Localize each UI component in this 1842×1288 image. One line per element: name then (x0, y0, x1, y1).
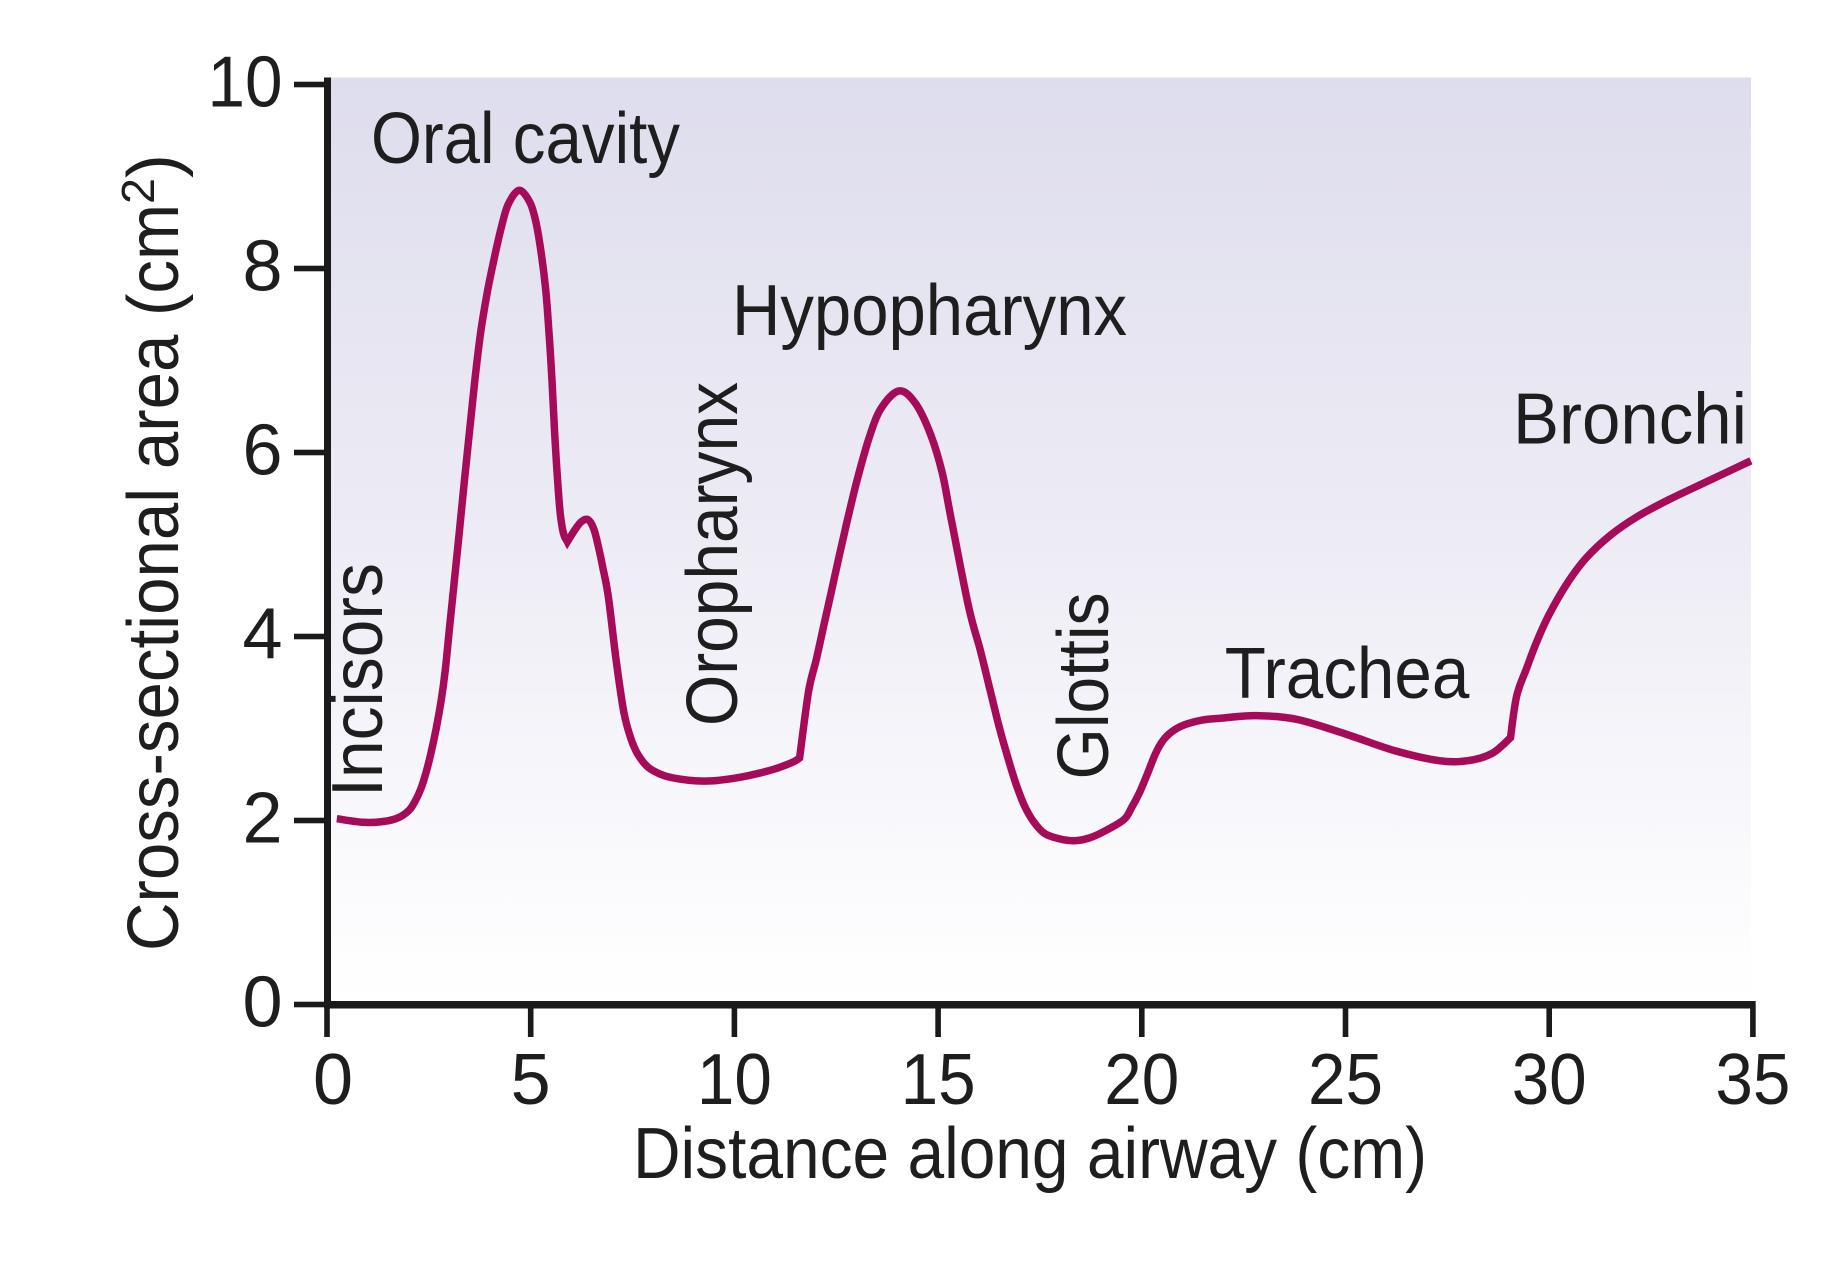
svg-text:Cross-sectional area (cm2): Cross-sectional area (cm2) (112, 154, 194, 951)
svg-text:25: 25 (1308, 1040, 1383, 1120)
svg-text:10: 10 (208, 43, 283, 123)
svg-text:Distance along airway (cm): Distance along airway (cm) (633, 1114, 1427, 1194)
svg-text:Oral cavity: Oral cavity (371, 99, 680, 179)
svg-text:0: 0 (313, 1040, 353, 1120)
svg-text:Incisors: Incisors (318, 563, 398, 797)
svg-text:10: 10 (697, 1040, 772, 1120)
svg-text:6: 6 (242, 411, 282, 491)
svg-text:0: 0 (242, 963, 282, 1043)
svg-text:30: 30 (1512, 1040, 1587, 1120)
svg-text:Oropharynx: Oropharynx (673, 382, 753, 726)
svg-text:Hypopharynx: Hypopharynx (732, 271, 1127, 351)
svg-text:Trachea: Trachea (1225, 634, 1470, 714)
svg-text:35: 35 (1715, 1040, 1790, 1120)
svg-text:20: 20 (1104, 1040, 1179, 1120)
svg-text:15: 15 (901, 1040, 976, 1120)
svg-text:Glottis: Glottis (1044, 593, 1124, 780)
svg-text:Bronchi: Bronchi (1513, 380, 1747, 460)
svg-text:4: 4 (242, 595, 282, 675)
svg-text:8: 8 (242, 227, 282, 307)
svg-text:2: 2 (242, 779, 282, 859)
svg-text:5: 5 (511, 1040, 551, 1120)
